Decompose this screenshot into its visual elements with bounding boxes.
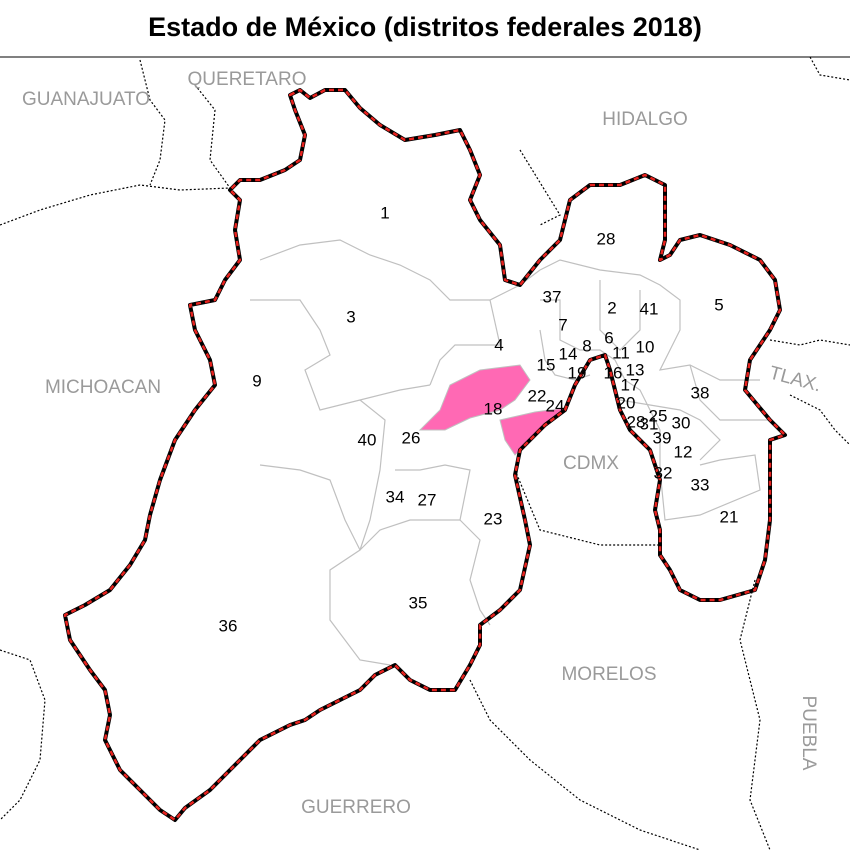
- district-label: 20: [617, 393, 636, 412]
- label-hidalgo: HIDALGO: [602, 109, 688, 130]
- district-label: 23: [484, 509, 503, 528]
- district-label: 14: [559, 344, 578, 363]
- district-18-highlight[interactable]: [418, 364, 531, 431]
- label-queretaro: QUERETARO: [188, 69, 307, 90]
- boundary-morelos-guerrero: [469, 679, 701, 850]
- district-labels: 1 2 3 4 5 6 7 8 9 10 11 12 13 14 15 16 1…: [219, 203, 739, 635]
- district-label: 32: [654, 463, 673, 482]
- district-label: 35: [409, 593, 428, 612]
- district-label: 7: [558, 315, 567, 334]
- district-label: 28: [627, 412, 646, 431]
- neighbor-boundaries: [0, 56, 850, 850]
- district-label: 9: [252, 371, 261, 390]
- district-label: 8: [582, 336, 591, 355]
- district-label: 41: [640, 299, 659, 318]
- district-label: 16: [604, 363, 623, 382]
- label-puebla: PUEBLA: [798, 696, 819, 771]
- district-label: 12: [674, 442, 693, 461]
- boundary-guanajuato-michoacan: [0, 184, 231, 226]
- district-label: 21: [720, 507, 739, 526]
- district-label: 5: [714, 295, 723, 314]
- district-label: 27: [418, 490, 437, 509]
- label-guanajuato: GUANAJUATO: [22, 89, 150, 110]
- district-label: 38: [691, 383, 710, 402]
- district-label: 28: [597, 229, 616, 248]
- district-label: 4: [494, 335, 503, 354]
- boundary-queretaro-michoacan: [194, 84, 231, 189]
- boundary-hidalgo-top: [809, 56, 850, 81]
- district-label: 18: [484, 399, 503, 418]
- district-label: 25: [649, 406, 668, 425]
- district-label: 33: [691, 475, 710, 494]
- district-label: 17: [621, 375, 640, 394]
- district-label: 39: [653, 428, 672, 447]
- label-cdmx: CDMX: [563, 453, 619, 474]
- district-label: 24: [546, 396, 565, 415]
- district-label: 22: [528, 386, 547, 405]
- district-label: 1: [380, 203, 389, 222]
- district-label: 6: [604, 328, 613, 347]
- district-label: 10: [636, 337, 655, 356]
- boundary-tlaxcala-puebla: [789, 394, 850, 446]
- state-boundary: [63, 88, 787, 822]
- boundary-michoacan-guerrero: [0, 649, 46, 821]
- neighbor-labels: GUANAJUATO QUERETARO HIDALGO MICHOACAN T…: [22, 69, 823, 818]
- district-label: 37: [543, 287, 562, 306]
- district-label: 30: [672, 413, 691, 432]
- label-guerrero: GUERRERO: [301, 797, 411, 818]
- district-label: 40: [358, 430, 377, 449]
- state-boundary-red: [63, 88, 787, 822]
- boundary-morelos-puebla: [739, 579, 771, 850]
- map-title: Estado de México (distritos federales 20…: [148, 12, 702, 42]
- district-label: 3: [346, 307, 355, 326]
- label-michoacan: MICHOACAN: [45, 377, 161, 398]
- boundary-guanajuato-queretaro: [139, 59, 166, 186]
- district-label: 13: [626, 360, 645, 379]
- district-label: 2: [607, 298, 616, 317]
- boundary-cdmx-south: [514, 469, 660, 546]
- district-label: 19: [568, 363, 587, 382]
- district-label: 11: [612, 343, 630, 362]
- label-tlaxcala: TLAX.: [767, 363, 823, 397]
- district-label: 31: [640, 414, 659, 433]
- district-label: 34: [386, 487, 405, 506]
- boundary-hidalgo-tlaxcala: [769, 339, 850, 346]
- district-boundaries: [250, 239, 770, 666]
- boundary-queretaro-hidalgo: [519, 149, 561, 226]
- district-label: 36: [219, 616, 238, 635]
- district-label: 15: [537, 355, 556, 374]
- district-label: 26: [402, 428, 421, 447]
- label-morelos: MORELOS: [561, 664, 656, 685]
